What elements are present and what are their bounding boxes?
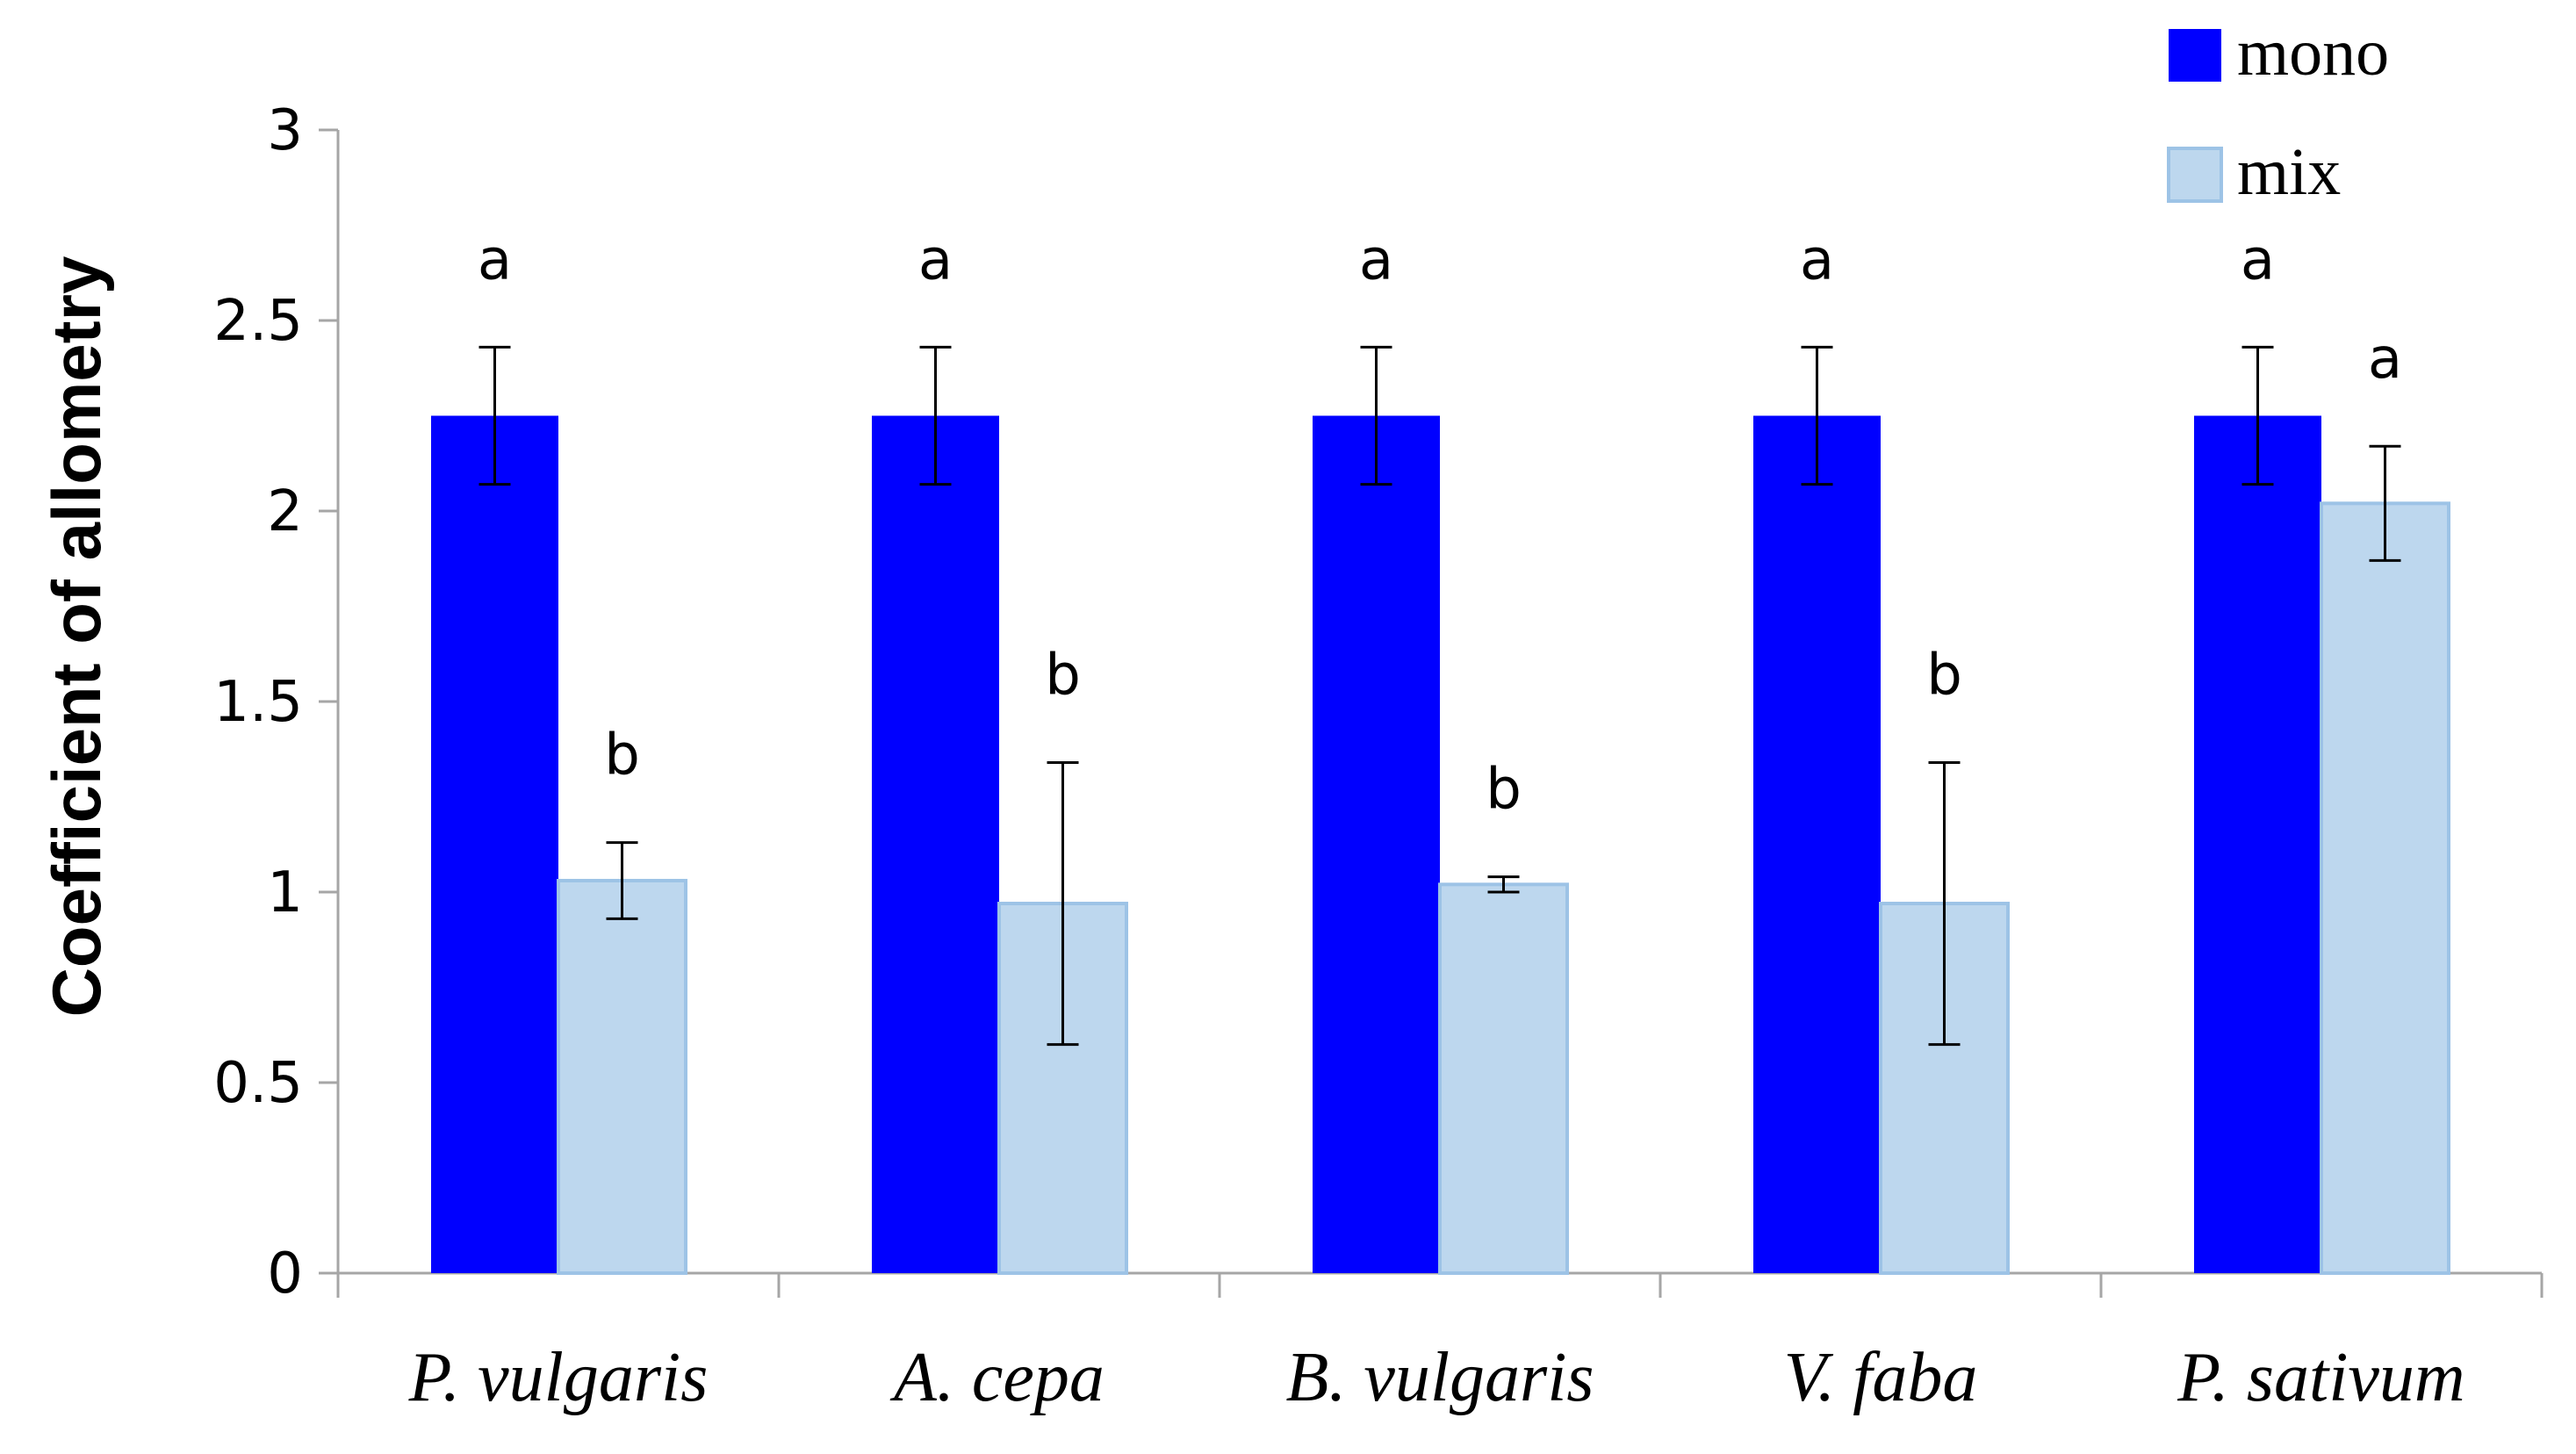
y-axis-label: Coefficient of allometry [38,256,115,1018]
significance-label: a [478,227,512,292]
significance-label: a [1800,227,1834,292]
significance-label: a [2241,227,2275,292]
significance-label: a [1359,227,1393,292]
error-bar [1801,345,1833,486]
significance-label: b [1926,643,1962,708]
error-bar [919,345,952,486]
bar-mono [2194,415,2321,1273]
bar-mono [431,415,558,1273]
bars: a b a b a b a b a a [431,227,2450,1276]
legend-label-mix: mix [2237,135,2341,209]
legend-label-mono: mono [2237,16,2389,90]
y-tick-label: 1.5 [213,670,303,735]
bar-mono [1313,415,1440,1273]
error-bar [2241,345,2274,486]
bar-mix [1879,902,2010,1276]
y-tick-label: 0.5 [213,1051,303,1116]
y-tick-label: 0 [267,1242,303,1306]
bar-mix [1438,882,1569,1275]
significance-label: a [918,227,953,292]
x-tick-label: V. faba [1784,1339,1978,1416]
y-axis: 0 0.5 1 1.5 2 2.5 3 [213,98,340,1306]
error-bar [2369,444,2401,562]
error-bar [606,841,638,920]
bar-mix [2320,501,2450,1275]
significance-label: b [1045,643,1081,708]
y-tick-label: 2.5 [213,289,303,354]
error-bar [1360,345,1392,486]
y-tick-label: 2 [267,479,303,544]
y-tick-label: 1 [267,860,303,925]
x-tick-label: P. vulgaris [408,1339,709,1416]
bar-mono [872,415,999,1273]
x-axis: P. vulgaris A. cepa B. vulgaris V. faba P. s… [336,1271,2544,1416]
bar-mono [1753,415,1881,1273]
error-bar [479,345,511,486]
significance-label: b [604,723,640,788]
y-tick-label: 3 [267,98,303,163]
error-bar [1928,760,1961,1047]
bar-mix [557,878,687,1275]
error-bar [1047,760,1079,1047]
significance-label: a [2368,327,2402,392]
legend: mono mix [2167,16,2389,209]
x-tick-label: P. sativum [2177,1339,2464,1416]
x-tick-label: A. cepa [889,1339,1105,1416]
significance-label: b [1486,758,1522,823]
x-tick-label: B. vulgaris [1285,1339,1594,1416]
error-bar [1487,875,1520,894]
legend-swatch-mix [2167,147,2223,203]
legend-swatch-mono [2169,29,2221,82]
